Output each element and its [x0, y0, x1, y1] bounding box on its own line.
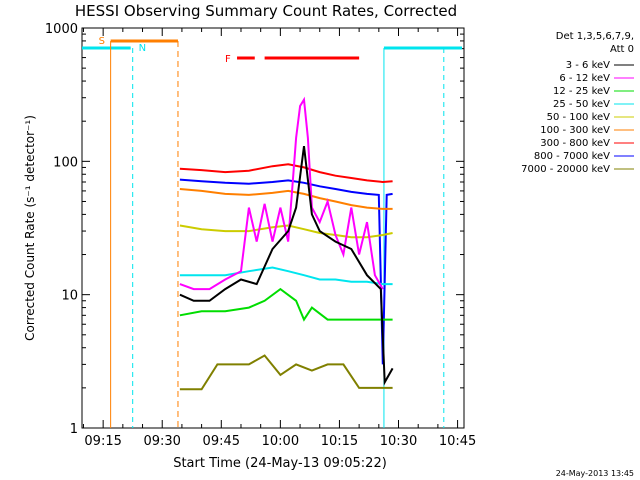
series-line-300-800-kev — [179, 163, 393, 184]
y-tick-label: 1000 — [45, 22, 78, 37]
legend: Det 1,3,5,6,7,9, Att 0 3 - 6 keV 6 - 12 k… — [521, 31, 634, 175]
legend-header-line-1: Det 1,3,5,6,7,9, — [556, 31, 634, 42]
flare-label: F — [225, 54, 231, 65]
y-tick-label: 100 — [53, 155, 78, 170]
x-tick-label: 10:30 — [380, 434, 417, 449]
attenuator-markers: N S F — [82, 36, 462, 428]
y-tick-label: 10 — [61, 289, 78, 304]
legend-label: 800 - 7000 keV — [534, 151, 610, 162]
series-line-3-6-kev — [179, 145, 394, 386]
x-tick-label: 10:00 — [262, 434, 299, 449]
series-line-6-12-kev — [179, 96, 384, 291]
chart-title: HESSI Observing Summary Count Rates, Cor… — [75, 2, 457, 20]
series-line-100-300-kev — [179, 188, 393, 210]
series-line-7000-20000-kev — [179, 354, 393, 391]
legend-label: 300 - 800 keV — [540, 138, 610, 149]
saa-label: S — [99, 36, 105, 47]
legend-label: 25 - 50 keV — [553, 99, 610, 110]
x-axis-label: Start Time (24-May-13 09:05:22) — [173, 456, 387, 471]
legend-label: 6 - 12 keV — [559, 73, 610, 84]
legend-label: 12 - 25 keV — [553, 86, 610, 97]
legend-label: 100 - 300 keV — [540, 125, 610, 136]
plot-frame — [81, 27, 465, 429]
x-tick-label: 10:15 — [321, 434, 358, 449]
series-lines — [179, 96, 394, 391]
legend-label: 50 - 100 keV — [547, 112, 611, 123]
y-axis-label: Corrected Count Rate (s⁻¹ detector⁻¹) — [23, 115, 37, 341]
y-axis-ticks: 1 10 100 1000 — [45, 22, 464, 437]
x-tick-label: 10:45 — [439, 434, 476, 449]
series-line-50-100-kev — [179, 224, 393, 239]
legend-header-line-2: Att 0 — [610, 44, 634, 55]
x-tick-label: 09:30 — [143, 434, 180, 449]
legend-label: 3 - 6 keV — [566, 60, 610, 71]
night-label: N — [139, 43, 146, 54]
y-tick-label: 1 — [70, 422, 78, 437]
legend-label: 7000 - 20000 keV — [521, 164, 610, 175]
footer-date: 24-May-2013 13:45 — [556, 469, 634, 478]
series-line-12-25-kev — [179, 287, 393, 322]
series-line-25-50-kev — [179, 266, 393, 286]
x-axis-ticks: 09:15 09:30 09:45 10:00 10:15 10:30 10:45 — [82, 28, 476, 449]
x-tick-label: 09:45 — [203, 434, 240, 449]
x-tick-label: 09:15 — [84, 434, 121, 449]
